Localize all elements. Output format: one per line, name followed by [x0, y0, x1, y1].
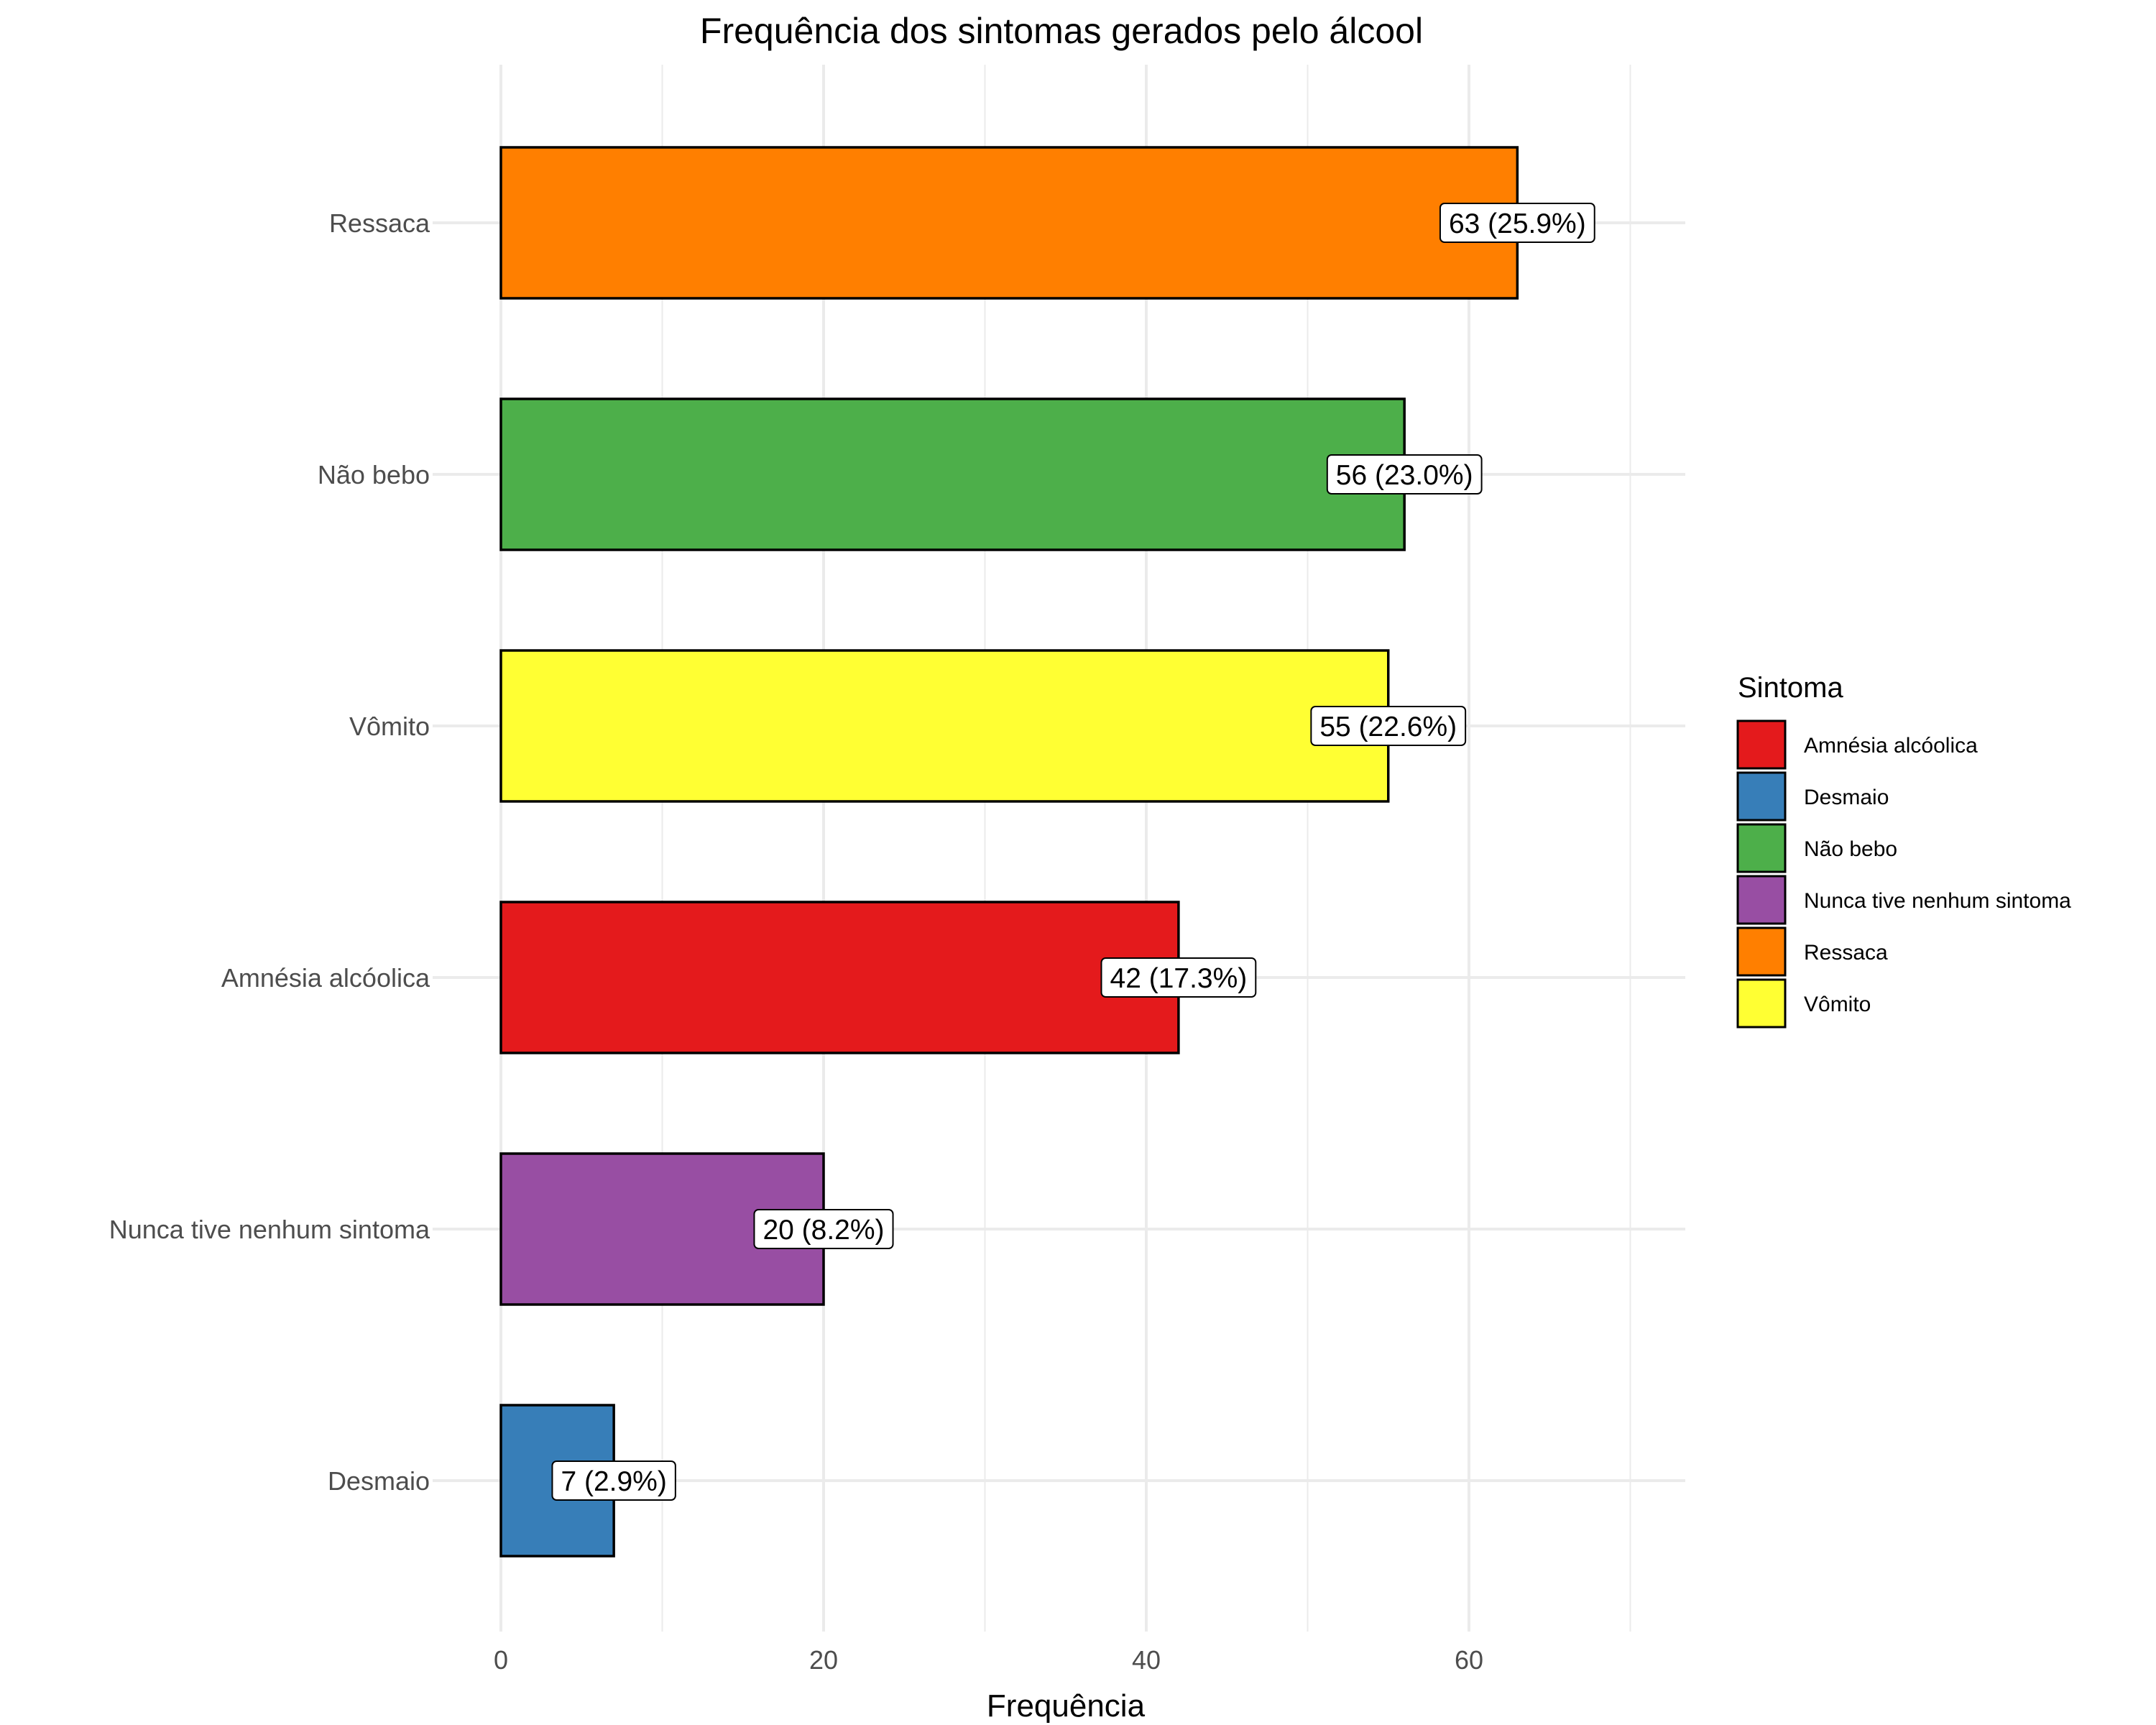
- x-tick-label: 40: [1132, 1645, 1161, 1675]
- legend-label: Nunca tive nenhum sintoma: [1804, 889, 2071, 913]
- data-label: 56 (23.0%): [1326, 454, 1483, 494]
- legend-label: Não bebo: [1804, 837, 1897, 861]
- data-label-text: 42 (17.3%): [1110, 963, 1248, 994]
- x-tick-label: 20: [809, 1645, 838, 1675]
- legend-item: Ressaca: [1736, 926, 1888, 977]
- bar: [499, 649, 1390, 803]
- chart-title: Frequência dos sintomas gerados pelo álc…: [700, 11, 1423, 51]
- legend-swatch: [1736, 978, 1787, 1029]
- data-label: 7 (2.9%): [551, 1460, 676, 1501]
- y-tick-label: Ressaca: [329, 208, 430, 238]
- legend-swatch: [1736, 823, 1787, 873]
- data-label-text: 55 (22.6%): [1319, 712, 1457, 742]
- data-label-box: [1439, 203, 1595, 243]
- y-tick-label: Amnésia alcóolica: [221, 963, 430, 993]
- data-label-box: [551, 1460, 676, 1501]
- legend-label: Desmaio: [1804, 786, 1889, 809]
- x-axis-title: Frequência: [987, 1688, 1146, 1724]
- bar: [499, 146, 1519, 300]
- x-tick-label: 60: [1455, 1645, 1483, 1675]
- legend-swatch: [1736, 875, 1787, 925]
- legend-item: Desmaio: [1736, 771, 1889, 822]
- data-label-box: [1100, 957, 1257, 998]
- bar: [499, 901, 1180, 1054]
- data-label: 63 (25.9%): [1439, 203, 1595, 243]
- legend-title: Sintoma: [1738, 672, 1843, 704]
- legend-item: Não bebo: [1736, 823, 1897, 873]
- legend: Sintoma Amnésia alcóolica Desmaio Não bebo…: [1736, 672, 2071, 1029]
- data-label: 20 (8.2%): [753, 1209, 894, 1249]
- data-label-box: [753, 1209, 894, 1249]
- data-label-text: 63 (25.9%): [1449, 208, 1586, 239]
- legend-item: Nunca tive nenhum sintoma: [1736, 875, 2071, 925]
- data-label-text: 56 (23.0%): [1336, 460, 1473, 491]
- y-tick-label: Não bebo: [318, 460, 430, 489]
- data-label-box: [1310, 706, 1467, 746]
- data-label-box: [1326, 454, 1483, 494]
- grid: [433, 65, 1685, 1632]
- legend-label: Amnésia alcóolica: [1804, 734, 1978, 758]
- x-axis-labels: 0 20 40 60: [494, 1645, 1483, 1675]
- bars: [499, 146, 1519, 1558]
- y-tick-label: Nunca tive nenhum sintoma: [109, 1215, 430, 1244]
- legend-swatch: [1736, 719, 1787, 770]
- data-labels: 63 (25.9%) 56 (23.0%) 55 (22.6%) 42 (17.3%)…: [551, 203, 1595, 1501]
- x-tick-label: 0: [494, 1645, 508, 1675]
- legend-item: Vômito: [1736, 978, 1871, 1029]
- data-label-text: 20 (8.2%): [763, 1215, 884, 1246]
- legend-swatch: [1736, 771, 1787, 822]
- data-label-text: 7 (2.9%): [561, 1466, 666, 1497]
- legend-label: Ressaca: [1804, 941, 1888, 965]
- y-tick-label: Vômito: [349, 712, 430, 741]
- y-axis-labels: Ressaca Não bebo Vômito Amnésia alcóolica Nu…: [109, 208, 430, 1496]
- bar: [499, 397, 1406, 551]
- y-tick-label: Desmaio: [328, 1466, 430, 1496]
- data-label: 42 (17.3%): [1100, 957, 1257, 998]
- data-label: 55 (22.6%): [1310, 706, 1467, 746]
- legend-label: Vômito: [1804, 993, 1871, 1016]
- legend-swatch: [1736, 926, 1787, 977]
- legend-item: Amnésia alcóolica: [1736, 719, 1978, 770]
